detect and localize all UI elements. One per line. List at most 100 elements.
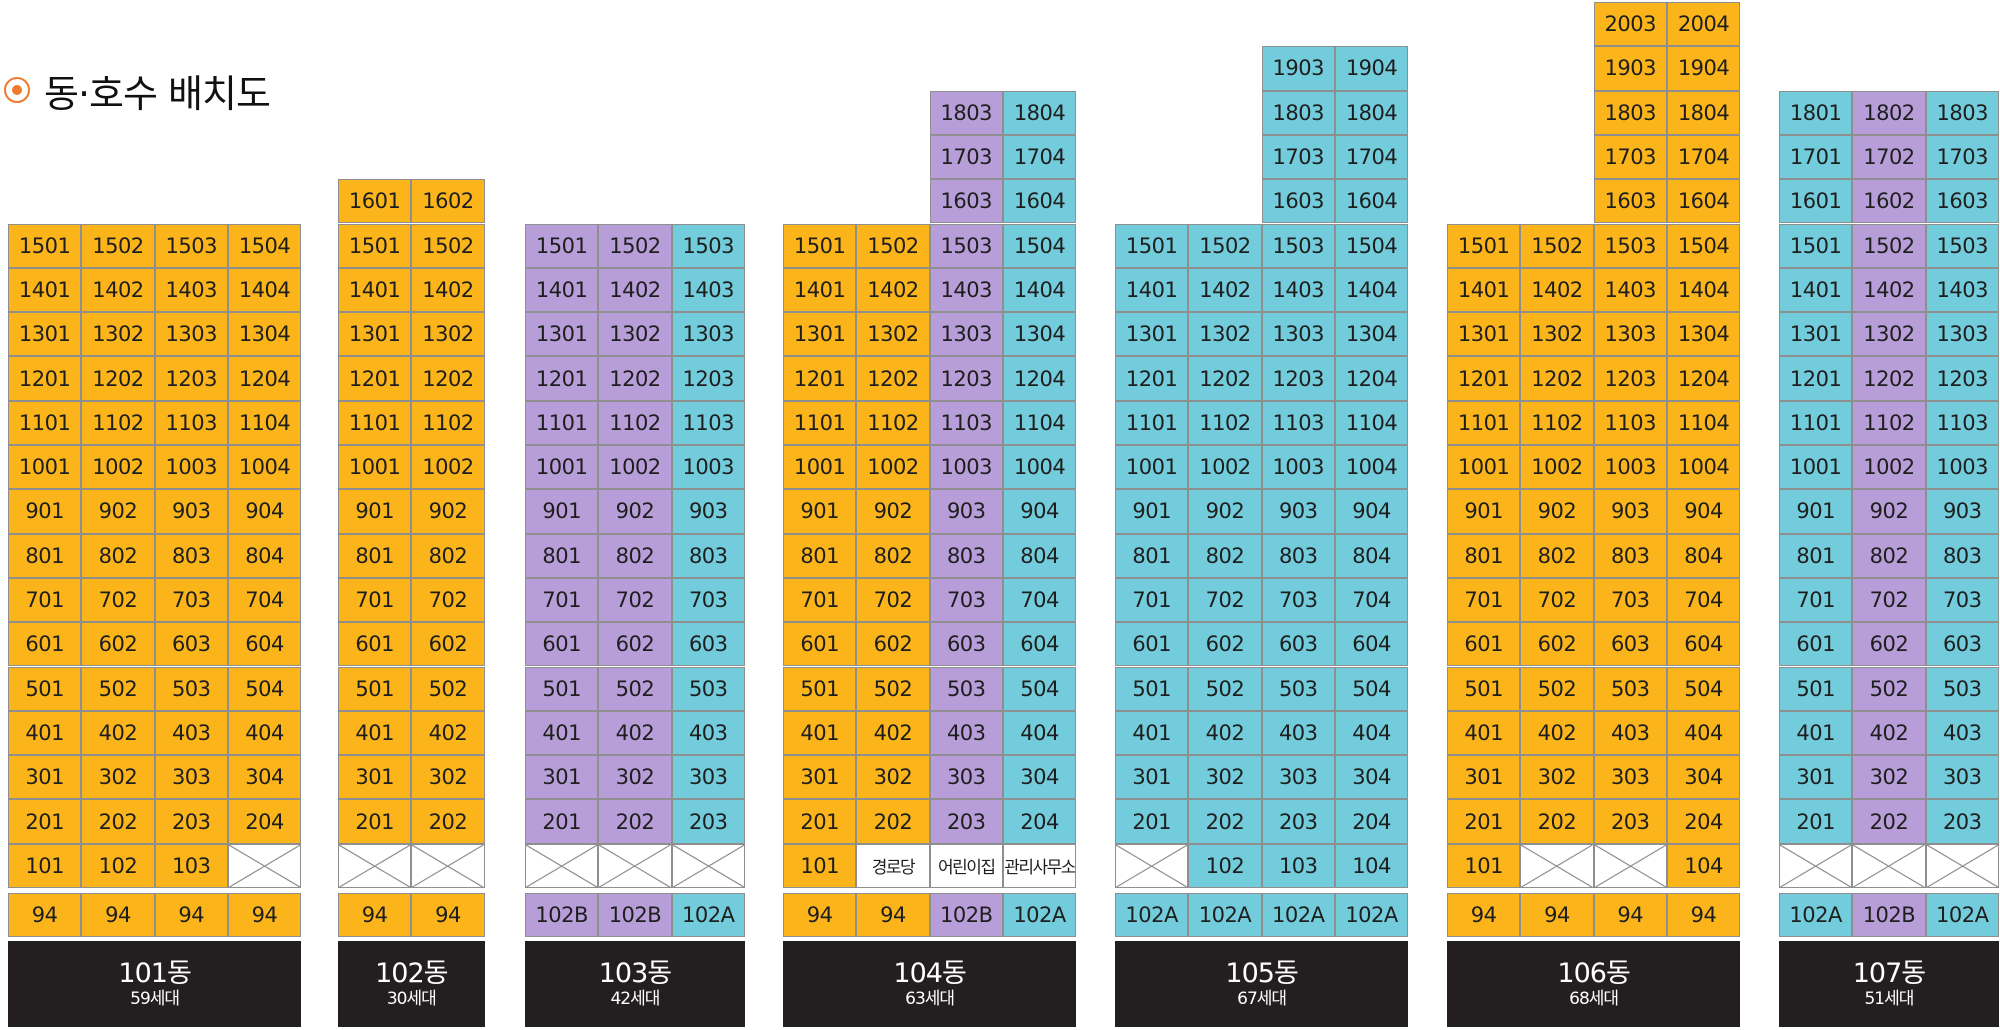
building-label: 106동 68세대 xyxy=(1447,941,1741,1027)
unit-cell: 301 xyxy=(338,755,412,800)
unit-cell: 1103 xyxy=(154,400,228,445)
unit-cell: 1102 xyxy=(1520,400,1594,445)
empty-unit-cell xyxy=(1852,843,1926,888)
unit-cell: 1101 xyxy=(1779,400,1853,445)
unit-cell: 602 xyxy=(856,622,930,667)
unit-type-cell: 94 xyxy=(154,893,228,937)
unit-cell: 1201 xyxy=(1779,356,1853,401)
unit-cell: 1202 xyxy=(598,356,672,401)
unit-cell: 1303 xyxy=(929,312,1003,357)
unit-cell: 2003 xyxy=(1593,2,1667,47)
empty-unit-cell xyxy=(1115,843,1189,888)
unit-cell: 204 xyxy=(227,799,302,844)
unit-cell: 1301 xyxy=(1447,312,1521,357)
unit-cell: 401 xyxy=(1779,710,1853,756)
unit-cell: 1704 xyxy=(1334,134,1409,180)
unit-cell: 1302 xyxy=(1188,312,1262,357)
unit-cell: 901 xyxy=(338,489,412,534)
unit-cell: 704 xyxy=(1334,577,1409,623)
unit-cell: 1804 xyxy=(1666,90,1741,135)
unit-cell: 1204 xyxy=(1666,356,1741,401)
unit-cell: 704 xyxy=(1666,577,1741,623)
unit-cell: 1202 xyxy=(1188,356,1262,401)
unit-cell: 1503 xyxy=(154,223,228,268)
unit-cell: 502 xyxy=(598,666,672,711)
unit-cell: 802 xyxy=(856,533,930,578)
unit-cell: 1401 xyxy=(1115,267,1189,313)
unit-cell: 1003 xyxy=(1261,445,1335,490)
unit-cell: 402 xyxy=(1188,710,1262,756)
unit-cell: 503 xyxy=(154,666,228,711)
unit-cell: 1803 xyxy=(929,90,1003,135)
unit-cell: 303 xyxy=(671,755,745,800)
unit-cell: 801 xyxy=(783,533,857,578)
unit-cell: 1401 xyxy=(338,267,412,313)
unit-cell: 201 xyxy=(8,799,82,844)
unit-cell: 501 xyxy=(8,666,82,711)
unit-cell: 1204 xyxy=(227,356,302,401)
unit-cell: 1501 xyxy=(1115,223,1189,268)
household-count: 68세대 xyxy=(1569,989,1619,1009)
unit-cell: 1102 xyxy=(598,400,672,445)
unit-cell: 1203 xyxy=(1593,356,1667,401)
unit-cell: 501 xyxy=(783,666,857,711)
unit-cell: 1502 xyxy=(1520,223,1594,268)
unit-cell: 303 xyxy=(1593,755,1667,800)
unit-cell: 402 xyxy=(598,710,672,756)
unit-cell: 402 xyxy=(1852,710,1926,756)
unit-cell: 604 xyxy=(227,622,302,667)
unit-cell: 1004 xyxy=(1334,445,1409,490)
unit-cell: 504 xyxy=(1666,666,1741,711)
unit-cell: 1203 xyxy=(1925,356,1999,401)
unit-cell: 103 xyxy=(1261,843,1335,888)
unit-cell: 601 xyxy=(8,622,82,667)
unit-cell: 804 xyxy=(227,533,302,578)
unit-cell: 401 xyxy=(1115,710,1189,756)
facility-cell: 어린이집 xyxy=(929,843,1003,888)
unit-cell: 404 xyxy=(1334,710,1409,756)
unit-cell: 302 xyxy=(1188,755,1262,800)
empty-unit-x-icon xyxy=(1116,845,1187,887)
unit-cell: 1102 xyxy=(1852,400,1926,445)
unit-cell: 1403 xyxy=(929,267,1003,313)
unit-cell: 1004 xyxy=(1666,445,1741,490)
unit-cell: 1403 xyxy=(1925,267,1999,313)
unit-cell: 401 xyxy=(525,710,599,756)
unit-type-cell: 102B xyxy=(598,893,672,937)
unit-cell: 1403 xyxy=(1593,267,1667,313)
unit-cell: 301 xyxy=(1779,755,1853,800)
unit-cell: 1002 xyxy=(1188,445,1262,490)
unit-cell: 1201 xyxy=(1447,356,1521,401)
unit-cell: 1501 xyxy=(783,223,857,268)
unit-cell: 1301 xyxy=(338,312,412,357)
unit-cell: 702 xyxy=(411,577,485,623)
unit-cell: 903 xyxy=(1261,489,1335,534)
unit-cell: 602 xyxy=(411,622,485,667)
unit-cell: 1304 xyxy=(1334,312,1409,357)
unit-cell: 201 xyxy=(338,799,412,844)
unit-cell: 202 xyxy=(598,799,672,844)
unit-type-cell: 102A xyxy=(671,893,745,937)
unit-cell: 403 xyxy=(1261,710,1335,756)
unit-cell: 302 xyxy=(856,755,930,800)
unit-cell: 403 xyxy=(929,710,1003,756)
unit-cell: 1104 xyxy=(1002,400,1077,445)
unit-cell: 1604 xyxy=(1002,179,1077,224)
unit-cell: 901 xyxy=(783,489,857,534)
unit-cell: 1103 xyxy=(1593,400,1667,445)
unit-cell: 1603 xyxy=(1925,179,1999,224)
unit-cell: 304 xyxy=(1334,755,1409,800)
unit-cell: 1001 xyxy=(8,445,82,490)
unit-cell: 803 xyxy=(671,533,745,578)
building-label: 105동 67세대 xyxy=(1115,941,1409,1027)
unit-cell: 1101 xyxy=(1447,400,1521,445)
unit-cell: 204 xyxy=(1666,799,1741,844)
unit-cell: 601 xyxy=(1779,622,1853,667)
unit-cell: 803 xyxy=(1261,533,1335,578)
unit-cell: 1201 xyxy=(783,356,857,401)
building-name: 105동 xyxy=(1225,958,1298,989)
unit-cell: 403 xyxy=(154,710,228,756)
unit-cell: 1204 xyxy=(1002,356,1077,401)
unit-cell: 201 xyxy=(1447,799,1521,844)
unit-cell: 1503 xyxy=(929,223,1003,268)
